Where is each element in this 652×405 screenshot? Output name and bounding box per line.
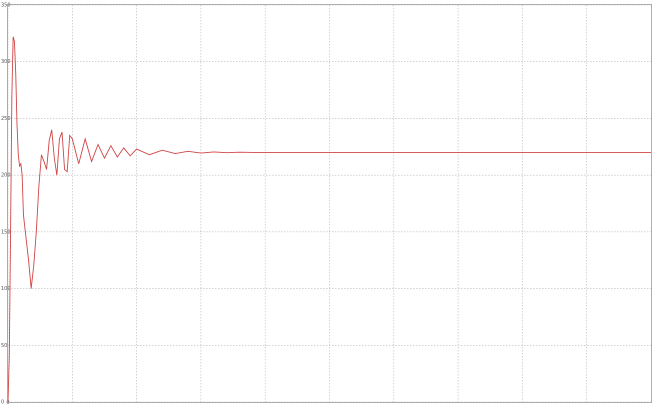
y-tick-label: 200	[1, 173, 11, 179]
y-tick-label: 250	[1, 116, 11, 122]
y-tick-label: 300	[1, 59, 11, 65]
y-tick-label: 350	[1, 3, 11, 9]
y-tick-label: 50	[1, 343, 7, 349]
y-tick-label: 0	[1, 400, 4, 405]
signal-line	[7, 36, 651, 403]
y-tick-label: 150	[1, 229, 11, 235]
grid-lines	[7, 4, 651, 403]
y-tick-label: 100	[1, 286, 11, 292]
